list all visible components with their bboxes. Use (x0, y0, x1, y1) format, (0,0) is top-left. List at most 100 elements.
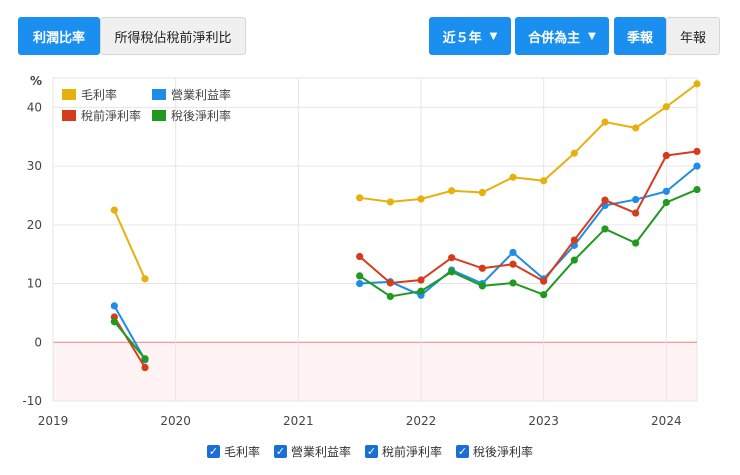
data-point (509, 248, 517, 257)
data-point (356, 272, 364, 280)
data-point (662, 198, 670, 207)
data-point (386, 198, 394, 206)
data-point (570, 236, 578, 244)
data-point (386, 279, 394, 287)
y-tick-label: 30 (27, 159, 42, 173)
data-point (141, 355, 149, 363)
tab-quarterly[interactable]: 季報 (614, 17, 666, 55)
toggle-gross-margin[interactable]: ✓ 毛利率 (206, 443, 260, 460)
data-point (141, 363, 149, 372)
data-point (417, 287, 425, 295)
series-line (359, 150, 698, 284)
range-dropdown-label: 近５年 (442, 30, 482, 46)
checkbox-checked-icon[interactable]: ✓ (206, 444, 220, 458)
data-point (601, 196, 609, 204)
checkbox-checked-icon[interactable]: ✓ (365, 444, 378, 458)
legend-label: 毛利率 (81, 87, 117, 102)
data-point (601, 225, 609, 233)
chevron-down-icon: ▼ (588, 30, 596, 42)
legend-label: 稅前淨利率 (81, 108, 141, 123)
data-point (509, 173, 517, 181)
series-line (359, 188, 698, 298)
x-tick-label: 2021 (283, 414, 314, 428)
data-point (540, 291, 548, 299)
x-tick-label: 2022 (406, 414, 437, 428)
data-point (356, 194, 364, 202)
y-tick-label: 0 (34, 335, 42, 349)
data-point (478, 188, 486, 197)
data-point (141, 275, 149, 283)
range-dropdown[interactable]: 近５年 ▼ (429, 17, 511, 55)
series-line (113, 316, 146, 369)
chevron-down-icon: ▼ (489, 30, 498, 42)
data-point (110, 318, 118, 326)
legend-swatch (152, 110, 166, 121)
data-point (448, 268, 456, 276)
data-point (570, 149, 578, 157)
data-point (448, 254, 456, 262)
data-point (386, 292, 394, 301)
basis-dropdown[interactable]: 合併為主 ▼ (515, 17, 609, 55)
data-point (662, 103, 670, 111)
series-toggles: ✓ 毛利率 ✓ 營業利益率 ✓ 稅前淨利率 ✓ 稅後淨利率 (0, 440, 740, 462)
y-tick-label: -10 (22, 394, 42, 408)
tab-yearly[interactable]: 年報 (666, 17, 720, 55)
data-point (632, 209, 640, 217)
data-point (632, 195, 640, 204)
data-point (693, 80, 701, 88)
toggle-label: 稅前淨利率 (382, 444, 443, 459)
data-point (540, 277, 548, 285)
data-point (601, 118, 609, 126)
legend-swatch (62, 89, 76, 100)
data-point (570, 256, 578, 264)
series-line (113, 305, 146, 361)
data-point (632, 239, 640, 247)
tab-tax-ratio[interactable]: 所得稅佔稅前淨利比 (100, 17, 246, 55)
legend-swatch (62, 110, 76, 121)
checkbox-checked-icon[interactable]: ✓ (456, 444, 470, 458)
toggle-net-margin[interactable]: ✓ 稅後淨利率 (456, 443, 533, 460)
x-tick-label: 2020 (160, 414, 191, 428)
x-tick-label: 2023 (528, 414, 559, 428)
y-tick-label: 40 (27, 100, 42, 114)
series-line (359, 83, 698, 203)
y-tick-label: 20 (27, 218, 42, 232)
data-point (509, 260, 517, 268)
x-tick-label: 2024 (651, 414, 682, 428)
data-point (417, 195, 425, 203)
series-line (113, 321, 146, 360)
data-point (478, 282, 486, 290)
data-point (693, 147, 701, 156)
toggle-pretax-margin[interactable]: ✓ 稅前淨利率 (365, 443, 442, 460)
y-axis-label: % (30, 74, 42, 88)
data-point (478, 264, 486, 272)
series-line (359, 165, 698, 297)
x-tick-label: 2019 (38, 414, 69, 428)
data-point (110, 206, 118, 214)
data-point (662, 151, 670, 160)
data-point (693, 162, 701, 170)
legend-label: 營業利益率 (171, 87, 231, 102)
toggle-label: 毛利率 (223, 444, 260, 459)
toggle-operating-margin[interactable]: ✓ 營業利益率 (273, 443, 351, 460)
toggle-label: 稅後淨利率 (473, 444, 534, 459)
data-point (448, 187, 456, 195)
legend-swatch (152, 89, 166, 100)
toggle-label: 營業利益率 (290, 444, 351, 459)
negative-band (53, 342, 697, 401)
data-point (417, 276, 425, 284)
data-point (540, 177, 548, 185)
data-point (110, 302, 118, 310)
series-line (113, 209, 146, 280)
data-point (356, 279, 364, 288)
data-point (632, 124, 640, 132)
data-point (509, 279, 517, 287)
legend-label: 稅後淨利率 (171, 108, 231, 123)
y-tick-label: 10 (27, 277, 42, 291)
tab-profit-ratio[interactable]: 利潤比率 (18, 17, 100, 55)
data-point (693, 185, 701, 194)
profit-ratio-chart: -10 0 10 20 30 40 2019 2020 2021 2022 2023 2024% 毛利率… (22, 74, 701, 428)
data-point (356, 252, 364, 261)
basis-dropdown-label: 合併為主 (528, 30, 581, 46)
checkbox-checked-icon[interactable]: ✓ (273, 444, 287, 458)
